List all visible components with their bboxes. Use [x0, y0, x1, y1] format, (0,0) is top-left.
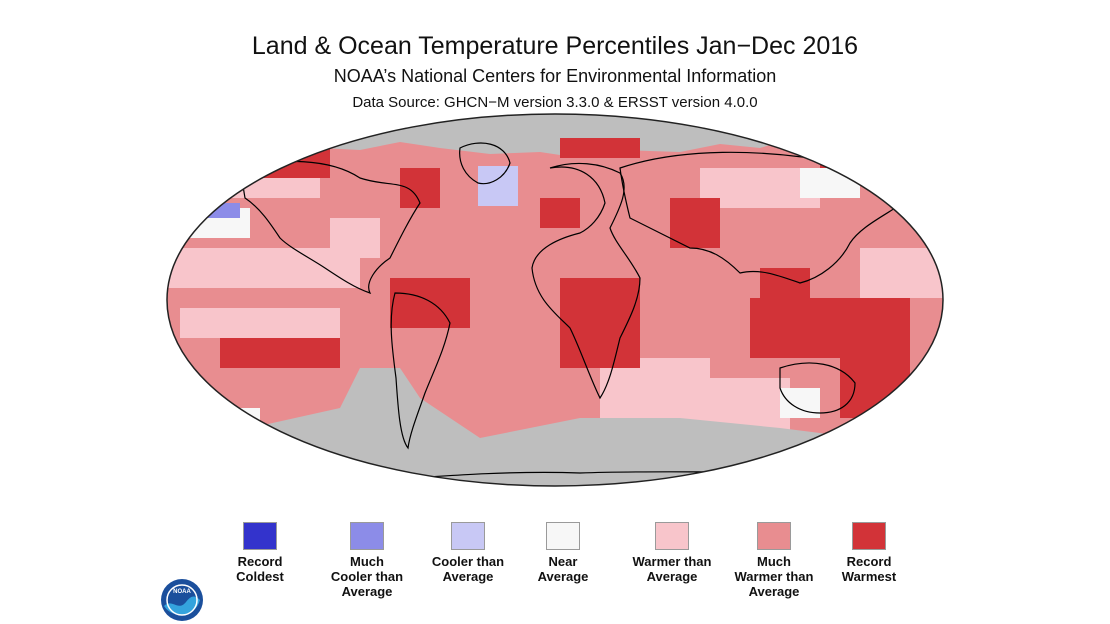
- legend-swatch-much-warmer: [757, 522, 791, 550]
- warmer-band-south-pacific: [180, 308, 340, 338]
- australia-outline: [779, 362, 856, 414]
- legend-item-much-cooler: Much Cooler than Average: [312, 522, 422, 599]
- record-warm-maritime: [750, 298, 910, 358]
- legend-swatch-cooler: [451, 522, 485, 550]
- record-warm-europe: [540, 198, 580, 228]
- near-avg-south: [200, 408, 260, 428]
- record-warm-mideast: [670, 198, 720, 248]
- legend-item-record-coldest: Record Coldest: [205, 522, 315, 584]
- cooler-south-pacific: [220, 426, 260, 438]
- legend: Record Coldest Much Cooler than Average …: [0, 522, 1110, 622]
- map-border: [166, 113, 944, 487]
- legend-item-record-warmest: Record Warmest: [814, 522, 924, 584]
- legend-item-much-warmer: Much Warmer than Average: [719, 522, 829, 599]
- legend-label: Much Warmer than Average: [734, 554, 814, 599]
- legend-label: Record Coldest: [236, 554, 284, 584]
- legend-swatch-much-cooler: [350, 522, 384, 550]
- record-warm-north-atlantic: [560, 138, 640, 158]
- legend-swatch-record-coldest: [243, 522, 277, 550]
- noaa-logo-icon: NOAA: [161, 579, 203, 621]
- legend-swatch-warmer: [655, 522, 689, 550]
- data-source: Data Source: GHCN−M version 3.3.0 & ERSS…: [352, 94, 758, 111]
- europe-africa-outline: [531, 162, 641, 400]
- legend-label: Near Average: [537, 554, 589, 584]
- cooler-north-atlantic: [478, 166, 518, 206]
- logo-text: NOAA: [173, 589, 191, 595]
- warmer-east-pacific: [860, 248, 943, 298]
- warmer-band-north-pacific: [167, 248, 360, 288]
- legend-label: Record Warmest: [841, 554, 897, 584]
- legend-item-cooler: Cooler than Average: [413, 522, 523, 584]
- legend-swatch-near-average: [546, 522, 580, 550]
- record-warm-africa: [560, 278, 640, 368]
- map-title: Land & Ocean Temperature Percentiles Jan…: [251, 32, 859, 60]
- record-warm-south-pacific: [220, 338, 340, 368]
- south-america-outline: [390, 292, 451, 450]
- warmer-canada: [330, 218, 380, 258]
- world-map: [166, 113, 944, 487]
- legend-label: Much Cooler than Average: [330, 554, 404, 599]
- map-subtitle: NOAA’s National Centers for Environmenta…: [333, 66, 777, 86]
- legend-label: Cooler than Average: [431, 554, 505, 584]
- record-warm-tasman: [840, 358, 910, 418]
- record-warm-atlantic-trop: [390, 278, 470, 328]
- near-avg-pacific: [800, 168, 860, 198]
- legend-item-warmer: Warmer than Average: [617, 522, 727, 584]
- legend-item-near-average: Near Average: [508, 522, 618, 584]
- record-warm-arctic-e: [820, 148, 900, 168]
- north-america-outline: [239, 160, 421, 295]
- legend-swatch-record-warmest: [852, 522, 886, 550]
- near-avg-australia-s: [780, 388, 820, 418]
- legend-label: Warmer than Average: [632, 554, 712, 584]
- greenland-outline: [459, 142, 511, 185]
